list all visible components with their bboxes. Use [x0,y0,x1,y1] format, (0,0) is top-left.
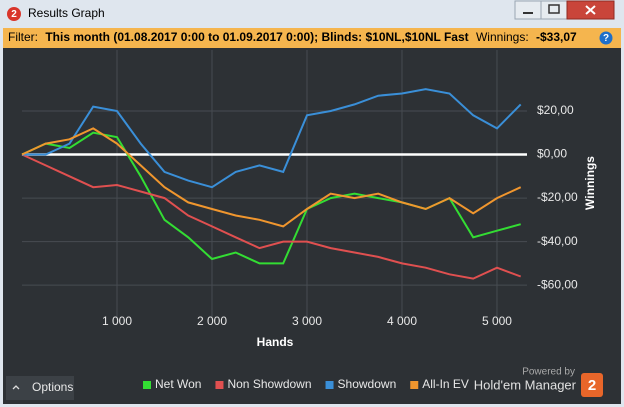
filter-bar [3,28,621,48]
x-tick-label: 1 000 [102,314,132,328]
filter-line: Filter: This month (01.08.2017 0:00 to 0… [8,30,577,44]
chart-panel [3,48,621,404]
app-icon-text: 2 [11,9,17,20]
legend-label: All-In EV [422,377,469,391]
legend-label: Showdown [338,377,397,391]
help-icon: ? [603,33,609,44]
winnings-value: -$33,07 [536,30,577,44]
y-tick-label: -$60,00 [537,277,578,291]
options-caret [12,385,20,390]
options-label: Options [32,380,73,394]
y-tick-label: $0,00 [537,147,567,161]
legend-swatch [410,381,419,389]
plot: $20,00 $0,00 -$20,00 -$40,00 -$60,00 1 000 2 0… [21,50,578,328]
maximize-icon [548,4,560,14]
filter-label: Filter: [8,30,38,44]
maximize-button[interactable] [540,0,568,20]
x-tick-label: 2 000 [197,314,227,328]
series-line [21,127,522,228]
legend: Net Won Non Showdown Showdown All-In EV [143,377,469,391]
app-icon [7,7,21,21]
powered-by: Powered by [522,367,575,378]
legend-label: Net Won [155,377,201,391]
series-line [21,153,522,280]
legend-swatch [325,381,334,389]
legend-label: Non Showdown [227,377,311,391]
help-button[interactable] [599,31,613,45]
product-logo [581,373,603,397]
legend-swatch [143,381,151,389]
x-axis-label: Hands [257,335,294,349]
y-tick-label: -$20,00 [537,190,578,204]
y-tick-label: $20,00 [537,103,574,117]
y-tick-label: -$40,00 [537,234,578,248]
window-title: Results Graph [28,6,105,20]
product-logo-text: 2 [588,377,596,394]
minimize-button[interactable] [514,0,542,20]
y-axis-label: Winnings [583,156,597,210]
x-tick-label: 3 000 [292,314,322,328]
winnings-label: Winnings: [476,30,529,44]
x-tick-label: 5 000 [482,314,512,328]
x-tick-label: 4 000 [387,314,417,328]
product-name: Hold'em Manager [474,377,577,392]
legend-swatch [215,381,224,389]
close-icon [585,5,596,15]
filter-text: This month (01.08.2017 0:00 to 01.09.201… [45,30,468,44]
series-line [22,88,522,189]
